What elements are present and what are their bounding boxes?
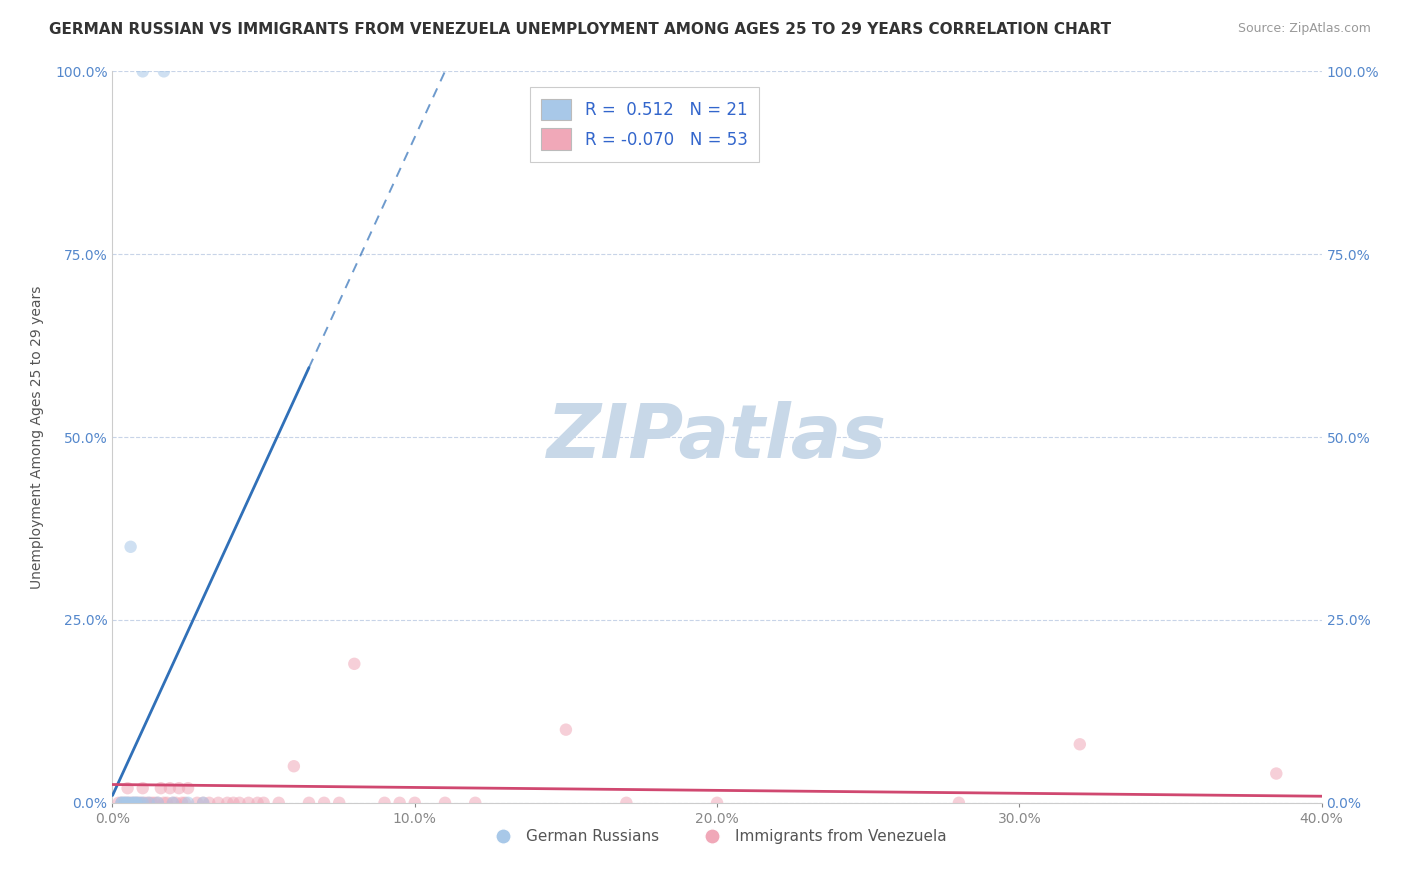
Point — [117, 796, 139, 810]
Point — [162, 796, 184, 810]
Point — [149, 781, 172, 796]
Point — [122, 796, 145, 810]
Point — [132, 796, 155, 810]
Point — [191, 796, 214, 810]
Point — [117, 796, 139, 810]
Point — [146, 796, 169, 810]
Point — [616, 796, 638, 810]
Point — [132, 781, 155, 796]
Point — [114, 796, 136, 810]
Point — [253, 796, 276, 810]
Point — [125, 796, 148, 810]
Point — [222, 796, 245, 810]
Point — [120, 796, 142, 810]
Point — [132, 64, 155, 78]
Point — [328, 796, 350, 810]
Point — [159, 781, 181, 796]
Point — [217, 796, 239, 810]
Point — [156, 796, 179, 810]
Point — [107, 796, 129, 810]
Point — [464, 796, 486, 810]
Point — [170, 796, 193, 810]
Point — [120, 540, 142, 554]
Point — [117, 781, 139, 796]
Point — [554, 723, 576, 737]
Point — [314, 796, 336, 810]
Point — [433, 796, 456, 810]
Point — [135, 796, 157, 810]
Point — [146, 796, 169, 810]
Point — [374, 796, 396, 810]
Point — [114, 796, 136, 810]
Legend: German Russians, Immigrants from Venezuela: German Russians, Immigrants from Venezue… — [481, 822, 953, 850]
Text: Source: ZipAtlas.com: Source: ZipAtlas.com — [1237, 22, 1371, 36]
Point — [298, 796, 321, 810]
Point — [228, 796, 250, 810]
Point — [246, 796, 269, 810]
Point — [110, 796, 132, 810]
Point — [143, 796, 166, 810]
Point — [110, 796, 132, 810]
Point — [125, 796, 148, 810]
Point — [114, 796, 136, 810]
Point — [153, 64, 176, 78]
Point — [1265, 766, 1288, 780]
Point — [283, 759, 305, 773]
Point — [238, 796, 260, 810]
Point — [120, 796, 142, 810]
Point — [162, 796, 184, 810]
Point — [117, 796, 139, 810]
Y-axis label: Unemployment Among Ages 25 to 29 years: Unemployment Among Ages 25 to 29 years — [30, 285, 44, 589]
Point — [186, 796, 208, 810]
Point — [153, 796, 176, 810]
Point — [122, 796, 145, 810]
Point — [128, 796, 150, 810]
Point — [198, 796, 221, 810]
Point — [122, 796, 145, 810]
Point — [343, 657, 366, 671]
Point — [388, 796, 411, 810]
Point — [177, 781, 200, 796]
Point — [207, 796, 229, 810]
Point — [1069, 737, 1091, 751]
Point — [125, 796, 148, 810]
Point — [138, 796, 160, 810]
Point — [706, 796, 728, 810]
Point — [110, 796, 132, 810]
Text: GERMAN RUSSIAN VS IMMIGRANTS FROM VENEZUELA UNEMPLOYMENT AMONG AGES 25 TO 29 YEA: GERMAN RUSSIAN VS IMMIGRANTS FROM VENEZU… — [49, 22, 1111, 37]
Point — [165, 796, 187, 810]
Point — [167, 781, 190, 796]
Point — [174, 796, 197, 810]
Point — [177, 796, 200, 810]
Point — [138, 796, 160, 810]
Point — [404, 796, 426, 810]
Point — [267, 796, 290, 810]
Point — [948, 796, 970, 810]
Point — [132, 796, 155, 810]
Point — [191, 796, 214, 810]
Text: ZIPatlas: ZIPatlas — [547, 401, 887, 474]
Point — [141, 796, 163, 810]
Point — [128, 796, 150, 810]
